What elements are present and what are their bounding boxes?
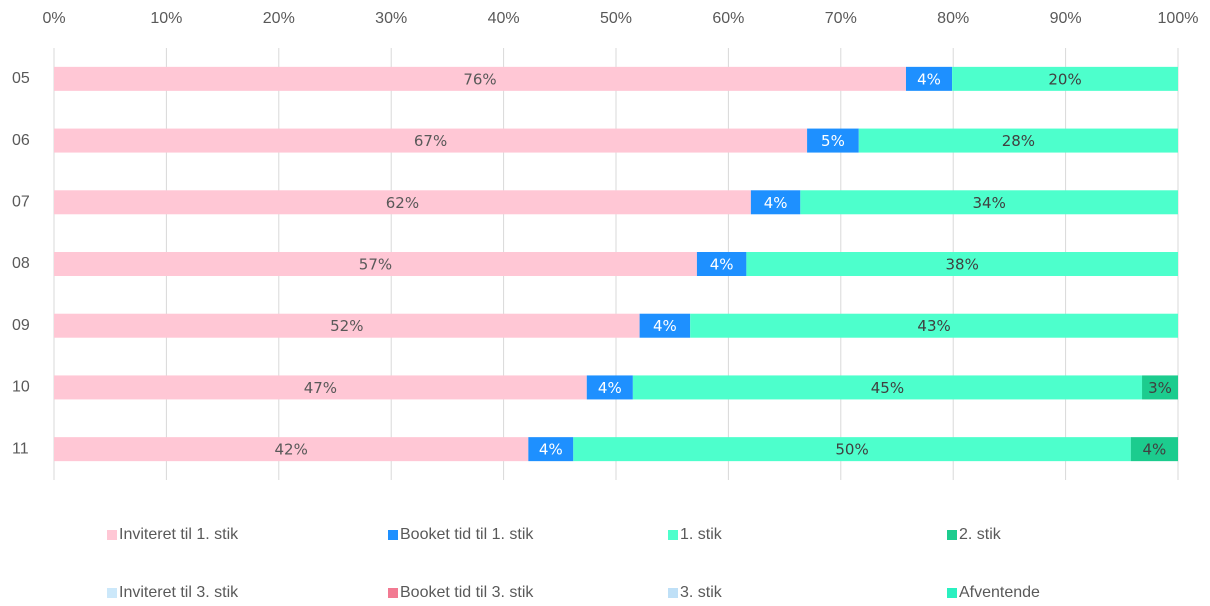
bar-segment xyxy=(54,128,808,153)
x-tick-label: 100% xyxy=(1158,10,1199,27)
legend-label: Afventende xyxy=(959,584,1040,601)
bar-segment xyxy=(639,313,691,338)
legend-swatch xyxy=(947,530,957,540)
x-tick-label: 40% xyxy=(488,10,520,27)
legend-label: Booket tid til 1. stik xyxy=(400,526,534,543)
legend-swatch xyxy=(107,530,117,540)
data-label: 45% xyxy=(871,379,904,397)
bar-segment xyxy=(750,190,801,215)
data-label: 62% xyxy=(386,194,419,212)
bar-segment xyxy=(905,66,953,91)
data-label: 47% xyxy=(304,379,337,397)
legend-swatch xyxy=(668,588,678,598)
bar-segment xyxy=(952,66,1178,91)
legend-swatch xyxy=(947,588,957,598)
data-label: 57% xyxy=(359,256,392,274)
data-label: 34% xyxy=(972,194,1005,212)
bar-segment xyxy=(858,128,1178,153)
bar-segment xyxy=(54,437,529,462)
x-tick-label: 10% xyxy=(150,10,182,27)
data-label: 4% xyxy=(539,441,563,459)
data-label: 42% xyxy=(274,441,307,459)
x-tick-label: 20% xyxy=(263,10,295,27)
x-tick-label: 30% xyxy=(375,10,407,27)
legend-label: Inviteret til 1. stik xyxy=(119,526,239,543)
bar-segment xyxy=(586,375,633,400)
legend-swatch xyxy=(388,530,398,540)
bar-segment xyxy=(54,313,640,338)
x-tick-label: 90% xyxy=(1050,10,1082,27)
bar-segment xyxy=(807,128,859,153)
bar-segment xyxy=(800,190,1178,215)
y-tick-label: 05 xyxy=(12,70,30,87)
bar-segment xyxy=(696,252,747,276)
data-label: 4% xyxy=(764,194,788,212)
y-tick-label: 06 xyxy=(12,132,30,149)
bar-segment xyxy=(1142,375,1178,400)
legend-swatch xyxy=(668,530,678,540)
data-label: 67% xyxy=(414,132,447,150)
data-label: 76% xyxy=(463,70,496,88)
bar-segment xyxy=(54,375,587,400)
data-label: 4% xyxy=(598,379,622,397)
bar-segment xyxy=(1130,437,1178,462)
data-label: 4% xyxy=(710,256,734,274)
bar-segment xyxy=(573,437,1131,462)
legend-label: 2. stik xyxy=(959,526,1002,543)
legend-label: Booket tid til 3. stik xyxy=(400,584,534,601)
bar-segment xyxy=(690,313,1178,338)
data-label: 43% xyxy=(917,317,950,335)
bar-segment xyxy=(746,252,1178,276)
y-tick-label: 10 xyxy=(12,379,30,396)
legend-swatch xyxy=(388,588,398,598)
y-tick-label: 08 xyxy=(12,255,30,272)
legend-label: Inviteret til 3. stik xyxy=(119,584,239,601)
y-tick-label: 11 xyxy=(12,440,29,457)
bar-segment xyxy=(632,375,1143,400)
x-tick-label: 0% xyxy=(42,10,65,27)
legend-label: 1. stik xyxy=(680,526,723,543)
data-label: 3% xyxy=(1148,379,1172,397)
x-tick-label: 60% xyxy=(712,10,744,27)
data-label: 52% xyxy=(330,317,363,335)
data-label: 4% xyxy=(917,70,941,88)
data-label: 5% xyxy=(821,132,845,150)
bar-segment xyxy=(54,66,906,91)
bar-segment xyxy=(54,190,751,215)
legend-swatch xyxy=(107,588,117,598)
y-tick-label: 07 xyxy=(12,194,30,211)
data-label: 50% xyxy=(835,441,868,459)
data-label: 28% xyxy=(1002,132,1035,150)
bar-segment xyxy=(54,252,697,276)
data-label: 20% xyxy=(1048,70,1081,88)
data-label: 38% xyxy=(946,256,979,274)
bar-segment xyxy=(528,437,574,462)
x-tick-label: 50% xyxy=(600,10,632,27)
data-label: 4% xyxy=(1142,441,1166,459)
y-tick-label: 09 xyxy=(12,317,30,334)
data-label: 4% xyxy=(653,317,677,335)
legend-label: 3. stik xyxy=(680,584,723,601)
x-tick-label: 70% xyxy=(825,10,857,27)
x-tick-label: 80% xyxy=(937,10,969,27)
